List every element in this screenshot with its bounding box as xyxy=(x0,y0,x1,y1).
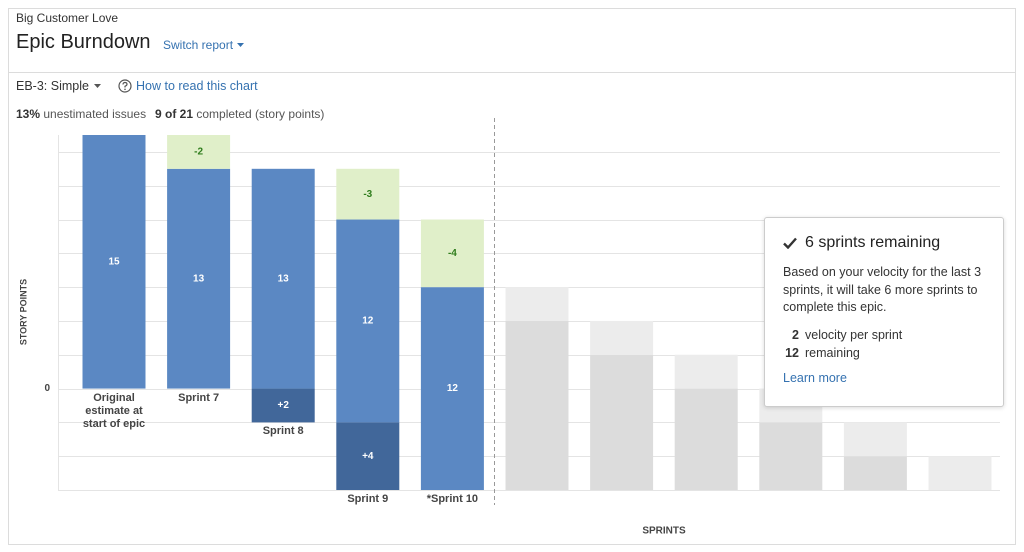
bar-value-label: +2 xyxy=(277,400,289,411)
bar-segment xyxy=(336,219,400,423)
popup-title-row: 6 sprints remaining xyxy=(783,234,985,252)
x-tick-label: Original estimate at start of epic xyxy=(82,391,146,430)
forecast-remaining xyxy=(674,388,738,490)
help-link-text[interactable]: How to read this chart xyxy=(136,79,258,93)
bar-segment xyxy=(420,219,484,288)
forecast-remaining xyxy=(505,320,569,490)
forecast-remaining xyxy=(843,456,907,490)
panel-border xyxy=(8,8,1016,545)
forecast-burn xyxy=(505,287,569,321)
bar-value-label: 15 xyxy=(108,256,120,267)
bar-segment xyxy=(336,168,400,220)
unestimated-label: unestimated issues xyxy=(43,107,147,121)
forecast-remaining xyxy=(759,422,823,490)
project-name: Big Customer Love xyxy=(16,11,119,25)
bar-value-label: 12 xyxy=(362,316,374,327)
bar-segment xyxy=(251,388,315,423)
bar-segment xyxy=(82,135,146,389)
popup-text: Based on your velocity for the last 3 sp… xyxy=(783,265,982,314)
x-tick-label: *Sprint 10 xyxy=(426,493,479,505)
forecast-burn xyxy=(674,354,738,389)
bar-segment xyxy=(336,422,400,490)
caret xyxy=(237,42,245,47)
x-axis-label: SPRINTS xyxy=(642,526,686,537)
forecast-burn xyxy=(843,422,907,457)
popup-remaining-label: remaining xyxy=(805,345,860,360)
epic-dropdown-text[interactable]: EB-3: Simple xyxy=(16,79,89,93)
forecast-remaining xyxy=(590,354,654,490)
page-title: Epic Burndown xyxy=(16,31,151,53)
popup-title: 6 sprints remaining xyxy=(805,234,941,251)
bar-value-label: 12 xyxy=(447,383,459,394)
bar-value-label: +4 xyxy=(362,451,374,462)
popup-velocity-row: 2 velocity per sprint xyxy=(783,326,985,344)
bar-value-label: 13 xyxy=(193,273,205,284)
check-icon xyxy=(783,237,797,249)
switch-report-text[interactable]: Switch report xyxy=(163,38,234,52)
popup-remaining: 12 xyxy=(785,345,799,360)
bar-segment xyxy=(167,135,231,169)
help-icon xyxy=(118,79,132,93)
forecast-burn xyxy=(590,320,654,355)
completed-value: 9 of 21 xyxy=(155,107,194,121)
switch-report[interactable]: Switch report xyxy=(163,38,245,52)
forecast-popup: 6 sprints remaining Based on your veloci… xyxy=(764,217,1004,407)
popup-stats: 2 velocity per sprint 12 remaining xyxy=(783,326,985,362)
x-tick-label: Sprint 7 xyxy=(178,391,220,404)
forecast-burn xyxy=(928,456,992,490)
popup-remaining-row: 12 remaining xyxy=(783,344,985,362)
x-tick-label: Sprint 9 xyxy=(347,493,389,505)
bar-value-label: 13 xyxy=(278,273,290,284)
x-tick-label: Sprint 8 xyxy=(262,425,304,438)
bar-segment xyxy=(251,168,315,389)
unestimated-value: 13% xyxy=(16,107,41,121)
y-axis-label: STORY POINTS xyxy=(18,279,28,345)
unestimated-stat: 13% unestimated issues xyxy=(16,107,146,121)
epic-dropdown[interactable]: EB-3: Simple xyxy=(16,79,101,93)
bar-value-label: -2 xyxy=(194,147,203,158)
completed-stat: 9 of 21 completed (story points) xyxy=(155,107,324,121)
y-tick-label: 0 xyxy=(44,383,50,394)
bar-value-label: -3 xyxy=(363,189,372,200)
popup-velocity-label: velocity per sprint xyxy=(805,327,903,342)
caret xyxy=(93,83,101,88)
learn-more[interactable]: Learn more xyxy=(783,370,847,385)
bar-segment xyxy=(167,168,231,389)
completed-label: completed (story points) xyxy=(196,107,325,121)
bar-segment xyxy=(420,287,484,490)
help-link[interactable]: How to read this chart xyxy=(118,79,258,93)
bar-value-label: -4 xyxy=(448,248,457,259)
popup-velocity: 2 xyxy=(792,327,799,342)
